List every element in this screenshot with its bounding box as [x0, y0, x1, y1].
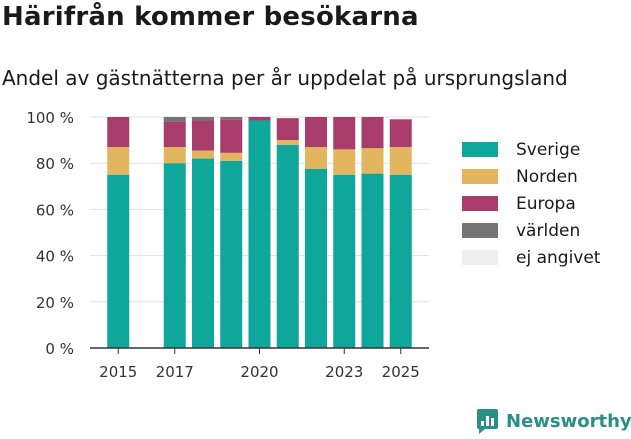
bar-segment	[220, 117, 243, 120]
bar-segment	[107, 174, 130, 348]
legend-item: ej angivet	[462, 244, 600, 271]
legend-item: Sverige	[462, 136, 600, 163]
bar-segment	[361, 117, 384, 149]
y-tick-label: 60 %	[36, 201, 74, 219]
bar-segment	[305, 147, 327, 169]
y-tick-label: 80 %	[36, 155, 74, 173]
bar-segment	[276, 144, 299, 348]
legend-swatch	[462, 250, 498, 265]
bar-segment	[192, 150, 214, 159]
legend-label: Sverige	[516, 139, 581, 160]
bar-segment	[389, 174, 412, 348]
x-tick-label: 2017	[156, 363, 194, 381]
legend-swatch	[462, 169, 498, 184]
bar-segment	[163, 163, 186, 348]
legend-label: ej angivet	[516, 247, 601, 268]
bar-segment	[361, 173, 384, 348]
bar-segment	[305, 117, 327, 148]
x-tick-label: 2023	[325, 363, 363, 381]
newsworthy-logo-icon	[477, 409, 498, 434]
legend-label: världen	[516, 220, 581, 241]
legend-swatch	[462, 142, 498, 157]
bar-segment	[192, 120, 214, 151]
bar-segment	[220, 119, 243, 153]
bar-segment	[163, 147, 186, 164]
bar-segment	[192, 117, 214, 121]
bar-segment	[248, 117, 271, 121]
legend-swatch	[462, 223, 498, 238]
chart-subtitle: Andel av gästnätterna per år uppdelat på…	[2, 66, 568, 90]
bar-segment	[220, 152, 243, 161]
bar-segment	[107, 147, 130, 175]
y-tick-label: 20 %	[36, 294, 74, 312]
bar-segment	[248, 120, 271, 348]
bar-segment	[163, 117, 186, 122]
bar-segment	[389, 147, 412, 175]
bar-segment	[333, 117, 356, 150]
bar-segment	[107, 117, 130, 148]
bar-segment	[220, 160, 243, 348]
y-tick-label: 100 %	[26, 109, 74, 127]
bar-segment	[389, 119, 412, 148]
legend-item: Europa	[462, 190, 600, 217]
newsworthy-brand: Newsworthy	[476, 408, 631, 435]
x-tick-label: 2015	[99, 363, 137, 381]
bar-segment	[163, 121, 186, 148]
bar-segment	[333, 149, 356, 175]
x-tick-label: 2020	[240, 363, 278, 381]
bar-segment	[276, 140, 299, 145]
chart-legend: Sverige Norden Europa världen ej angivet	[462, 136, 600, 271]
chart-title: Härifrån kommer besökarna	[2, 2, 419, 32]
y-tick-label: 40 %	[36, 248, 74, 266]
bar-segment	[305, 168, 327, 348]
x-tick-label: 2025	[382, 363, 420, 381]
y-tick-label: 0 %	[45, 340, 74, 358]
bar-segment	[333, 174, 356, 348]
legend-label: Europa	[516, 193, 576, 214]
legend-swatch	[462, 196, 498, 211]
bar-segment	[276, 118, 299, 141]
legend-label: Norden	[516, 166, 578, 187]
legend-item: världen	[462, 217, 600, 244]
bar-segment	[361, 148, 384, 174]
brand-name: Newsworthy	[506, 411, 631, 432]
bar-segment	[192, 158, 214, 348]
legend-item: Norden	[462, 163, 600, 190]
